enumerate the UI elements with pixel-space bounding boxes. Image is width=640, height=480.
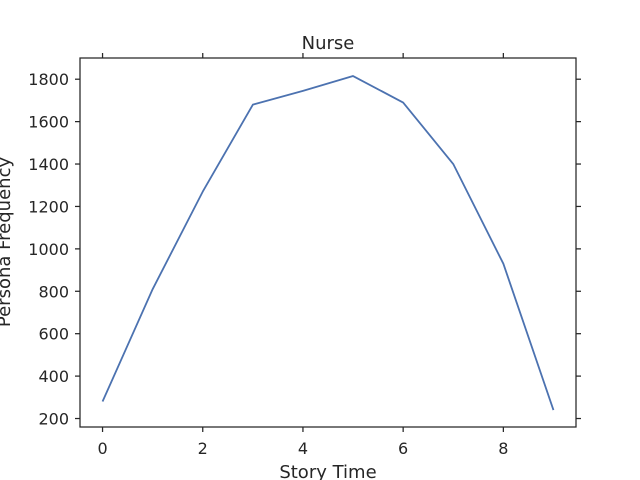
series-line	[101, 75, 555, 411]
y-tick-label: 1000	[28, 240, 69, 259]
x-tick-label: 6	[398, 439, 408, 458]
y-axis-title: Persona Frequency	[0, 157, 15, 328]
y-tick-label: 600	[38, 325, 69, 344]
x-tick-label: 8	[498, 439, 508, 458]
x-tick-label: 2	[198, 439, 208, 458]
y-tick-label: 1800	[28, 70, 69, 89]
y-tick-label: 1600	[28, 113, 69, 132]
x-tick-label: 4	[298, 439, 308, 458]
x-tick-label: 0	[97, 439, 107, 458]
series-points	[102, 76, 554, 411]
y-tick-label: 200	[38, 410, 69, 429]
plot-frame	[79, 57, 577, 428]
y-axis-ticks: 200 400 600 800 1000 1200 1400 1600 1800	[28, 70, 581, 429]
y-tick-label: 1200	[28, 197, 69, 216]
x-axis-title: Story Time	[279, 462, 376, 480]
y-tick-label: 800	[38, 282, 69, 301]
y-tick-label: 400	[38, 367, 69, 386]
x-axis-ticks: 0 2 4 6 8	[97, 53, 508, 458]
chart-title: Nurse	[302, 33, 355, 54]
y-tick-label: 1400	[28, 155, 69, 174]
